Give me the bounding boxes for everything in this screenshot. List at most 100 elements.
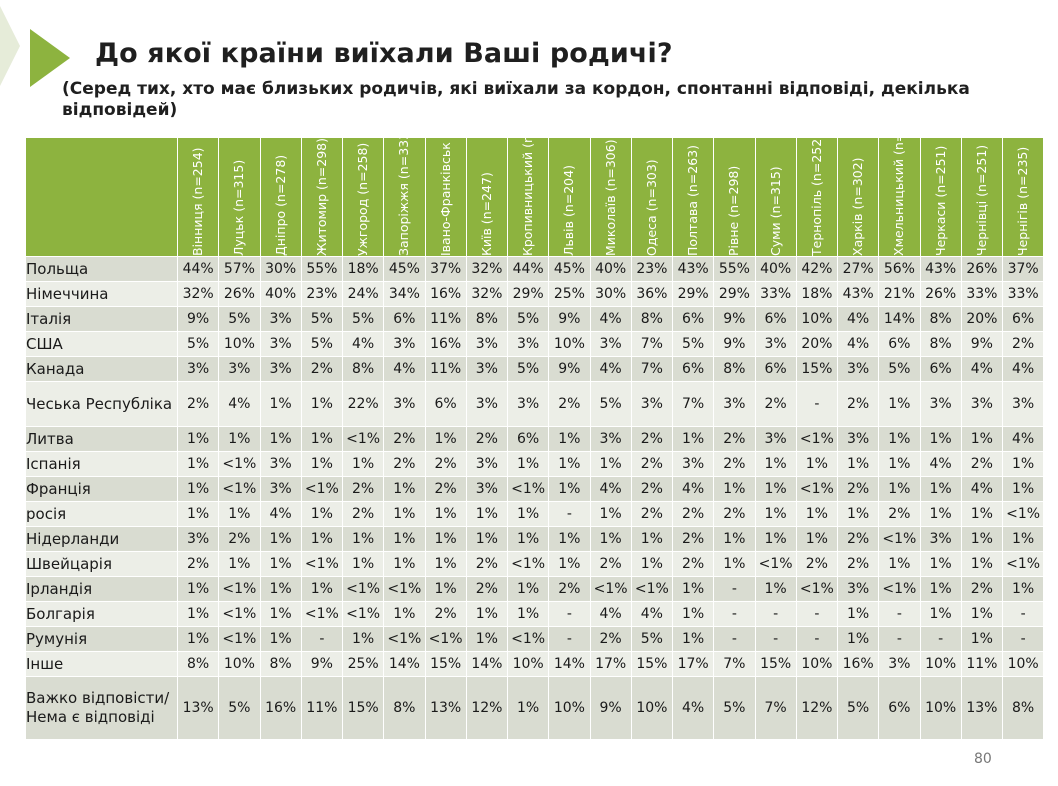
column-header: Ужгород (n=258) [341,137,385,257]
column-header-label: Івано-Франківськ (n=253) [437,137,453,256]
table-cell: 20% [960,306,1004,332]
table-cell: 1% [176,476,220,502]
column-header: Суми (n=315) [754,137,797,257]
table-cell: 1% [960,501,1004,527]
table-cell: <1% [795,426,839,452]
table-cell: 1% [218,501,261,527]
table-cell: 9% [713,331,756,357]
table-cell: 18% [341,256,385,282]
table-cell: <1% [506,476,550,502]
slide-subtitle: (Серед тих, хто має близьких родичів, як… [62,79,970,120]
table-cell: 1% [795,526,839,552]
table-cell: 45% [383,256,426,282]
table-cell: 1% [589,501,632,527]
table-cell: 1% [713,551,756,577]
table-cell: - [1001,626,1045,652]
column-header-label: Ужгород (n=258) [355,142,371,256]
table-cell: 1% [424,576,467,602]
table-cell: 1% [218,426,261,452]
table-cell: 1% [548,526,591,552]
row-label: Румунія [25,626,178,652]
table-cell: - [713,626,756,652]
table-cell: 1% [548,476,591,502]
table-cell: 1% [878,426,921,452]
column-header: Полтава (n=263) [671,137,715,257]
table-cell: 10% [548,676,591,740]
table-cell: 1% [300,501,344,527]
table-cell: 4% [960,356,1004,382]
column-header: Тернопіль (n=252) [795,137,839,257]
column-header-label: Харків (n=302) [850,157,866,256]
table-cell: 4% [589,601,632,627]
table-cell: 14% [548,651,591,677]
table-cell: 3% [836,356,880,382]
table-cell: 3% [218,356,261,382]
table-cell: 1% [218,551,261,577]
table-cell: <1% [218,601,261,627]
table-cell: 1% [424,526,467,552]
table-cell: 7% [630,331,674,357]
table-cell: 32% [465,256,509,282]
row-label: Німеччина [25,281,178,307]
table-cell: 1% [630,526,674,552]
table-cell: 1% [424,426,467,452]
table-cell: 29% [713,281,756,307]
table-cell: <1% [424,626,467,652]
data-table: Вінниця (n=254) Луцьк (n=315) Дніпро (n=27… [25,137,1045,740]
table-cell: <1% [300,476,344,502]
table-cell: 1% [919,601,962,627]
table-cell: 1% [960,526,1004,552]
table-row: Італія 9% 5% 3% 5% 5% 6% 11% 8% 5% 9% 4% 8% 6% 9% 6% 10%… [25,306,1045,332]
table-cell: 2% [424,451,467,477]
table-cell: 33% [960,281,1004,307]
table-cell: 9% [548,356,591,382]
table-cell: 1% [671,576,715,602]
table-cell: 10% [919,651,962,677]
table-cell: 44% [176,256,220,282]
table-cell: 15% [795,356,839,382]
table-cell: <1% [218,476,261,502]
table-cell: 23% [630,256,674,282]
table-cell: 1% [300,576,344,602]
column-header: Одеса (n=303) [630,137,674,257]
table-cell: - [548,601,591,627]
table-cell: 11% [424,356,467,382]
table-cell: 9% [960,331,1004,357]
table-cell: - [795,601,839,627]
table-cell: 32% [176,281,220,307]
table-cell: 3% [383,331,426,357]
table-cell: 2% [424,601,467,627]
table-cell: 1% [754,451,797,477]
table-cell: 2% [589,551,632,577]
table-cell: - [878,626,921,652]
table-cell: 57% [218,256,261,282]
table-cell: <1% [383,626,426,652]
table-cell: 1% [506,601,550,627]
table-cell: 2% [383,451,426,477]
table-cell: <1% [341,601,385,627]
table-cell: 1% [919,501,962,527]
table-cell: 1% [548,451,591,477]
table-cell: - [878,601,921,627]
table-cell: 1% [506,526,550,552]
table-cell: 2% [836,476,880,502]
table-cell: <1% [300,551,344,577]
table-cell: 3% [589,426,632,452]
table-cell: 1% [630,551,674,577]
table-cell: 1% [259,381,302,427]
table-cell: 2% [630,451,674,477]
table-cell: 1% [960,551,1004,577]
table-cell: - [795,626,839,652]
table-cell: 1% [176,576,220,602]
table-cell: 8% [465,306,509,332]
table-cell: 11% [960,651,1004,677]
column-header-label: Тернопіль (n=252) [808,137,824,256]
column-header: Хмельницький (n=256) [878,137,921,257]
table-cell: 6% [383,306,426,332]
table-row: Литва 1% 1% 1% 1% <1% 2% 1% 2% 6% 1% 3% 2% 1% 2% 3% <1% 3… [25,426,1045,452]
table-cell: 10% [1001,651,1045,677]
table-cell: 1% [176,601,220,627]
table-cell: 20% [795,331,839,357]
table-cell: 1% [589,526,632,552]
table-cell: 2% [465,551,509,577]
